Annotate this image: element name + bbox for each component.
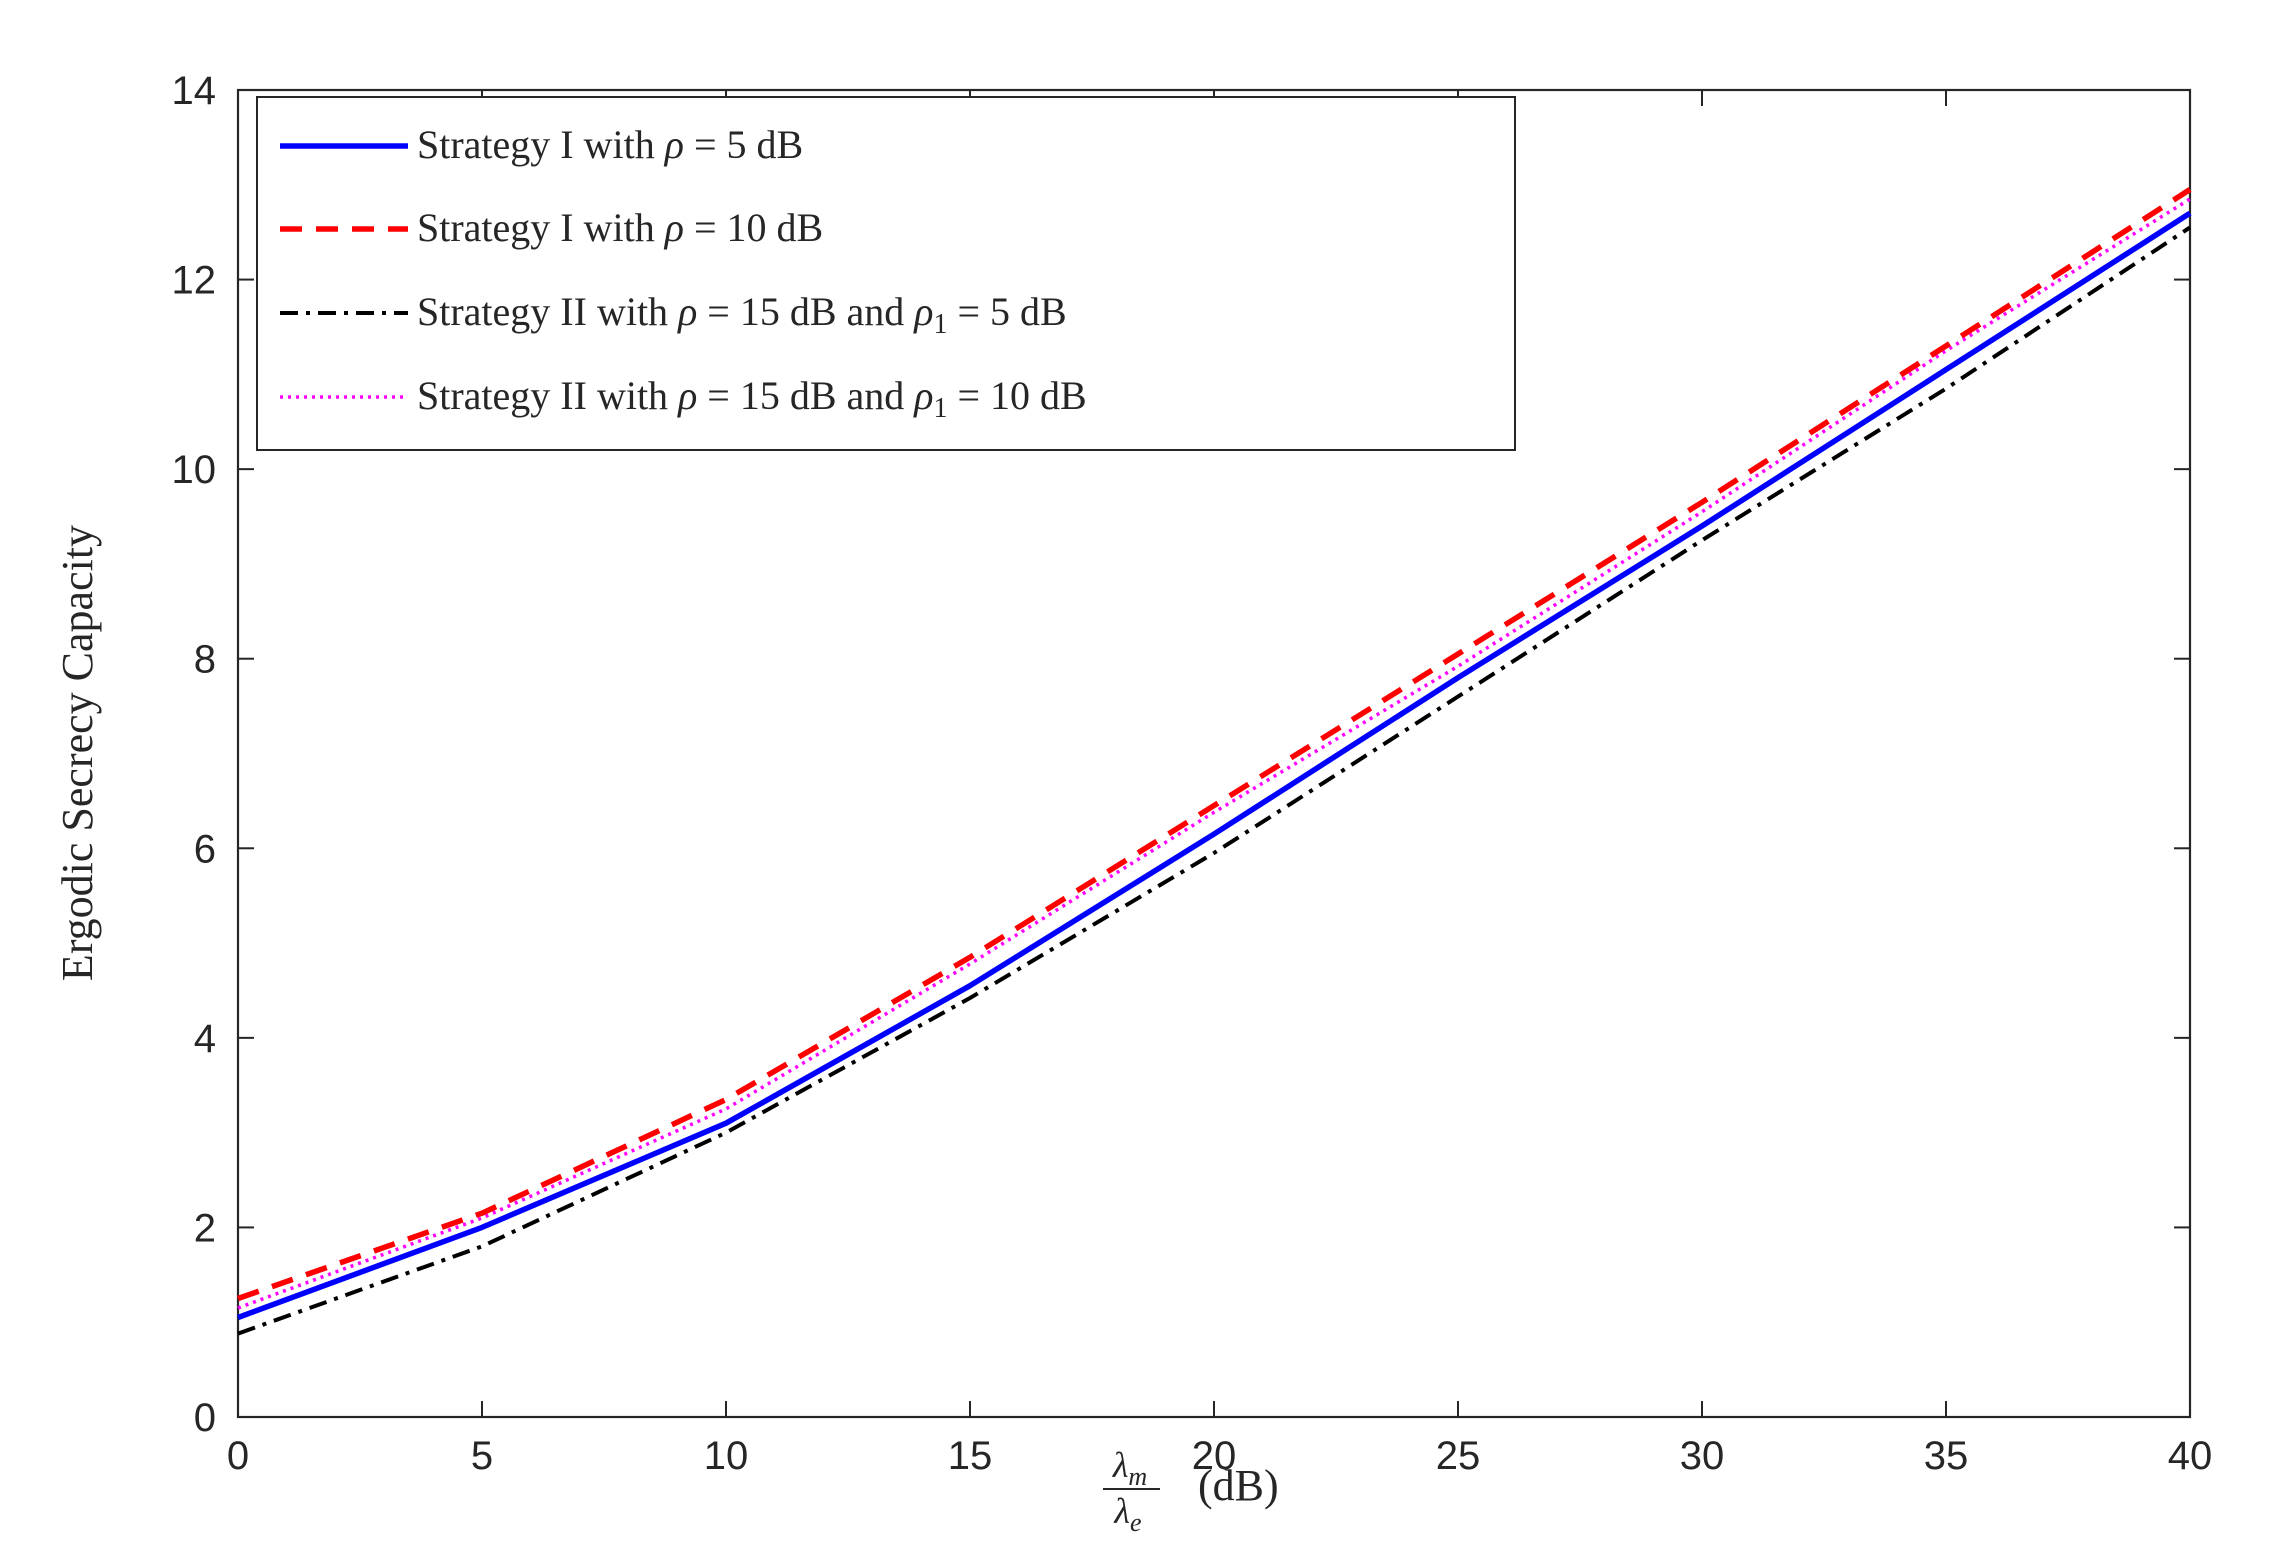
series-line-3 <box>237 225 2192 1336</box>
x-tick-label: 0 <box>227 1434 249 1478</box>
x-tick-label: 35 <box>1924 1434 1969 1478</box>
legend-label-strategy-2-rho1-10: Strategy II with ρ = 15 dB and ρ1 = 10 d… <box>417 373 1087 424</box>
x-label-numerator: λm <box>1112 1445 1147 1491</box>
x-tick-label: 5 <box>471 1434 493 1478</box>
series-line-2 <box>237 187 2192 1302</box>
legend-box <box>256 96 1516 451</box>
x-tick-label: 15 <box>948 1434 993 1478</box>
x-label-denominator: λe <box>1113 1491 1141 1537</box>
axis-tick-labels: 0 5 10 15 20 25 30 35 40 0 2 4 6 8 10 12 14 <box>172 69 2213 1478</box>
y-tick-label: 10 <box>172 448 217 492</box>
x-tick-label: 10 <box>704 1434 749 1478</box>
y-tick-label: 0 <box>194 1396 216 1440</box>
x-tick-label: 40 <box>2168 1434 2213 1478</box>
data-series <box>237 187 2192 1336</box>
x-label-unit: (dB) <box>1198 1461 1279 1510</box>
x-tick-label: 20 <box>1192 1434 1237 1478</box>
y-tick-label: 14 <box>172 69 217 113</box>
y-tick-label: 2 <box>194 1206 216 1250</box>
x-tick-label: 25 <box>1436 1434 1481 1478</box>
y-tick-label: 12 <box>172 259 217 303</box>
legend-label-strategy-1-rho-5: Strategy I with ρ = 5 dB <box>417 122 803 167</box>
legend-label-strategy-1-rho-10: Strategy I with ρ = 10 dB <box>417 205 823 250</box>
series-line-4 <box>237 197 2191 1310</box>
legend: Strategy I with ρ = 5 dB Strategy I with… <box>256 96 1516 451</box>
x-tick-label: 30 <box>1680 1434 1725 1478</box>
x-axis-label: λm λe (dB) <box>1103 1445 1279 1537</box>
legend-label-strategy-2-rho1-5: Strategy II with ρ = 15 dB and ρ1 = 5 dB <box>417 289 1067 340</box>
y-tick-label: 6 <box>194 827 216 871</box>
y-tick-label: 4 <box>194 1017 216 1061</box>
y-tick-label: 8 <box>194 638 216 682</box>
y-axis-label: Ergodic Secrecy Capacity <box>53 525 102 981</box>
series-line-1 <box>237 210 2192 1321</box>
